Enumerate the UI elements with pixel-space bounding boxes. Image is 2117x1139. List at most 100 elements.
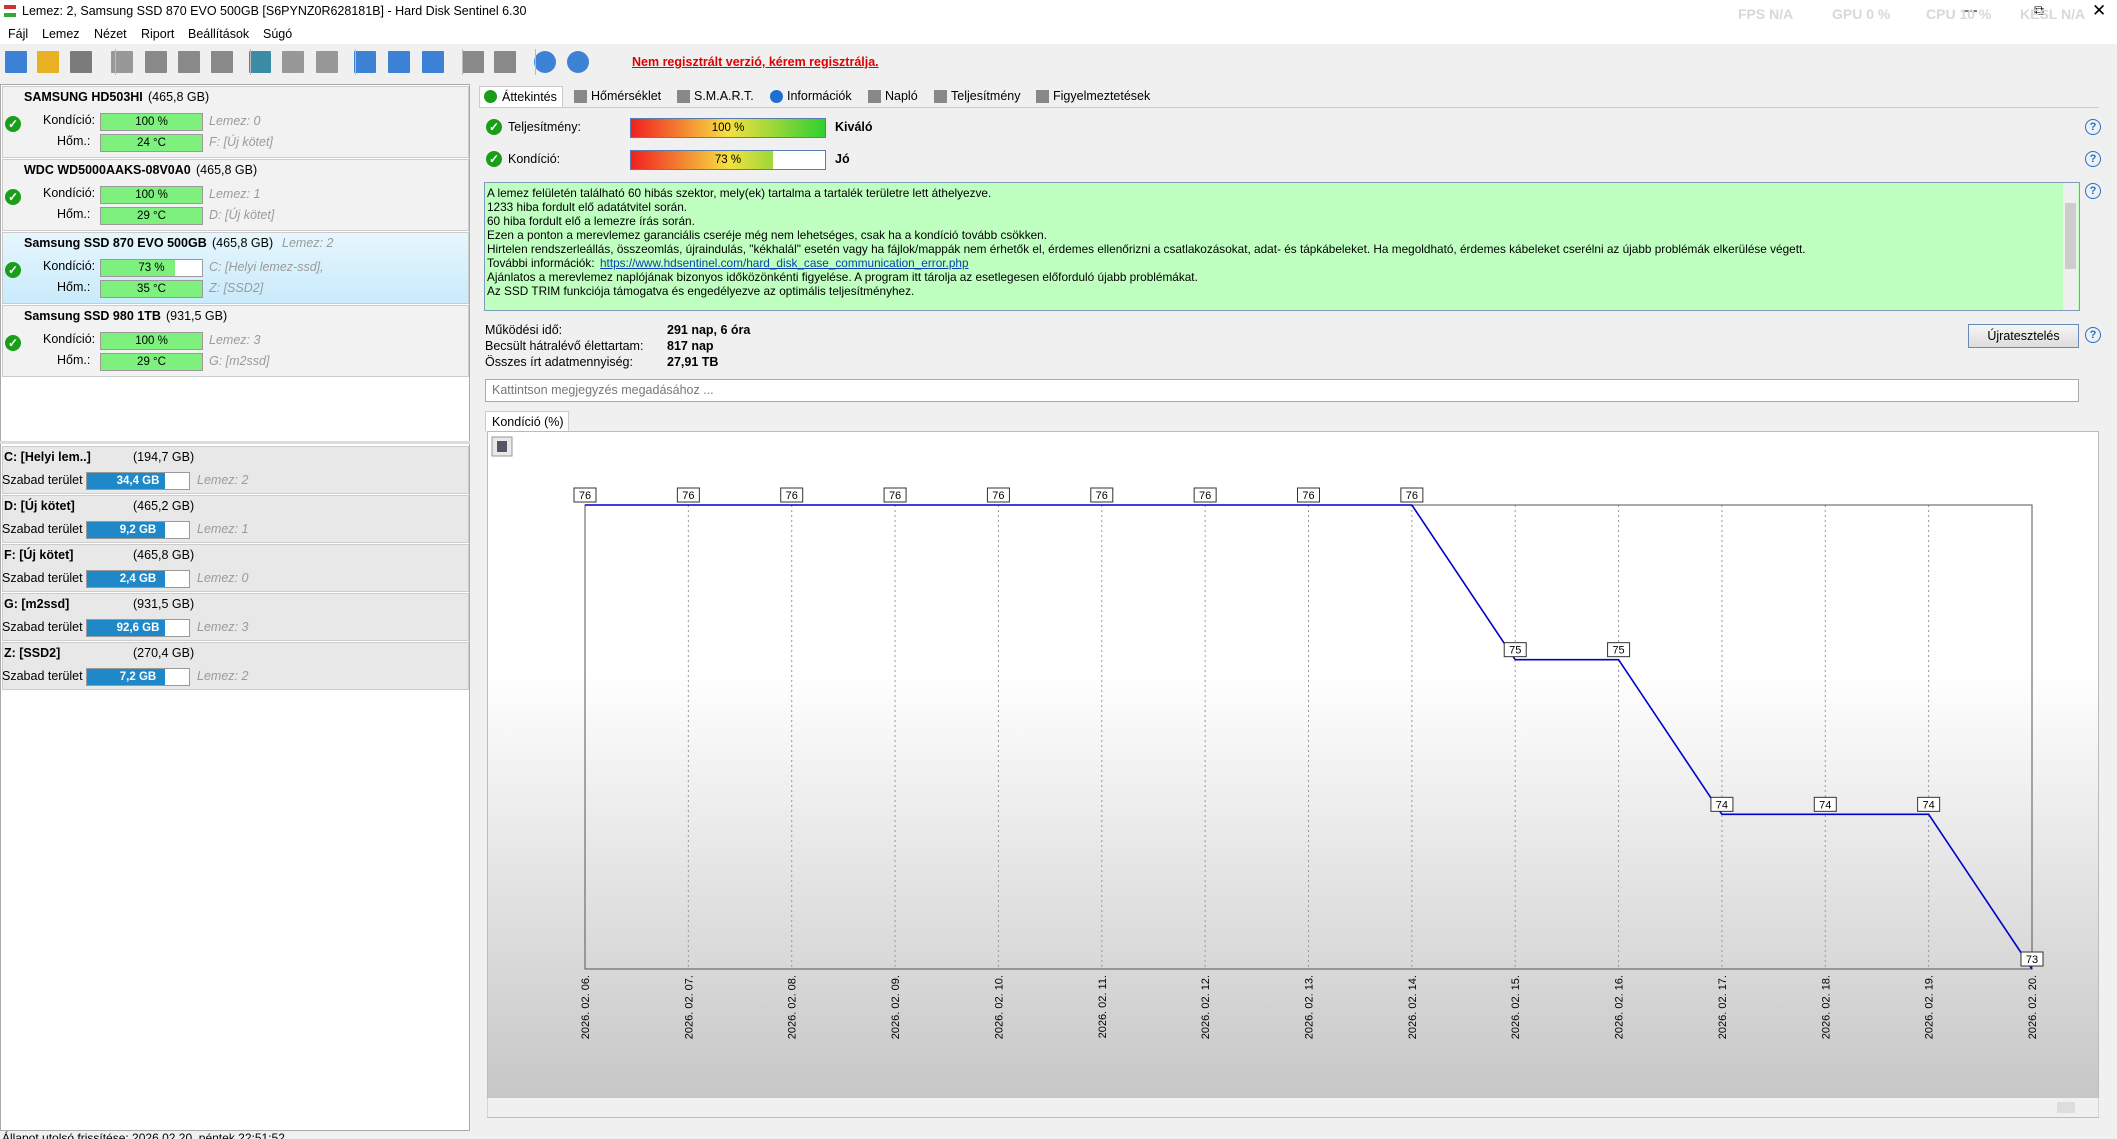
toolbar-button[interactable] <box>145 51 167 73</box>
x-tick-label: 2026. 02. 13. <box>1304 975 1316 1039</box>
toolbar-button[interactable] <box>534 51 556 73</box>
note-input[interactable]: Kattintson megjegyzés megadásához ... <box>485 379 2079 402</box>
volume-name: D: [Új kötet] <box>4 499 75 513</box>
tab-icon <box>868 90 881 103</box>
status-bar: Állapot utolsó frissítése: 2026.02.20. p… <box>2 1131 285 1139</box>
chart-tab[interactable]: Kondíció (%) <box>485 411 569 432</box>
toolbar-button[interactable] <box>37 51 59 73</box>
tab[interactable]: Áttekintés <box>479 86 563 107</box>
stat-value: 291 nap, 6 óra <box>667 323 751 337</box>
free-space-bar: 9,2 GB <box>86 521 190 539</box>
value-label: 76 <box>992 490 1004 502</box>
free-space-label: Szabad terület <box>2 620 83 634</box>
minimize-button[interactable]: — <box>1962 2 1977 19</box>
volume-name: C: [Helyi lem..] <box>4 450 91 464</box>
menu-item[interactable]: Beállítások <box>188 27 250 41</box>
restore-button[interactable]: ⧉ <box>2034 2 2044 18</box>
volume-size: (465,2 GB) <box>133 499 195 513</box>
value-label: 76 <box>1302 490 1314 502</box>
free-space-bar: 7,2 GB <box>86 668 190 686</box>
condition-fill <box>101 114 202 130</box>
overlay-stat: GPU 0 % <box>1832 6 1891 22</box>
toolbar-button[interactable] <box>462 51 484 73</box>
condition-label: Kondíció: <box>43 259 96 273</box>
gauge-verdict: Kiváló <box>835 120 873 134</box>
tab[interactable]: S.M.A.R.T. <box>694 89 754 103</box>
toolbar-separator <box>462 49 463 75</box>
tab[interactable]: Figyelmeztetések <box>1053 89 1151 103</box>
toolbar-button[interactable] <box>211 51 233 73</box>
value-label: 76 <box>1096 490 1108 502</box>
temperature-bar: 24 °C <box>100 134 203 152</box>
x-tick-label: 2026. 02. 19. <box>1924 975 1936 1039</box>
disk-size: (931,5 GB) <box>166 309 228 323</box>
help-icon[interactable]: ? <box>2085 151 2101 167</box>
registration-warning[interactable]: Nem regisztrált verzió, kérem regisztrál… <box>632 55 879 69</box>
menu-item[interactable]: Fájl <box>8 27 29 41</box>
toolbar-button[interactable] <box>178 51 200 73</box>
message-link[interactable]: https://www.hdsentinel.com/hard_disk_cas… <box>600 256 969 270</box>
temperature-label: Hőm.: <box>57 207 91 221</box>
tab-icon <box>1036 90 1049 103</box>
help-icon[interactable]: ? <box>2085 119 2101 135</box>
free-space-label: Szabad terület <box>2 669 83 683</box>
disk-item[interactable] <box>2 86 469 158</box>
stat-value: 817 nap <box>667 339 714 353</box>
toolbar-button[interactable] <box>354 51 376 73</box>
condition-label: Kondíció: <box>43 113 96 127</box>
value-label: 76 <box>682 490 694 502</box>
menu-item[interactable]: Lemez <box>42 27 80 41</box>
disk-item[interactable] <box>2 305 469 377</box>
help-icon[interactable]: ? <box>2085 327 2101 343</box>
volume-name: F: [Új kötet] <box>4 548 74 562</box>
value-label-box <box>1297 487 1320 503</box>
scroll-thumb[interactable] <box>2065 203 2076 269</box>
free-space-label: Szabad terület <box>2 571 83 585</box>
toolbar-button[interactable] <box>111 51 133 73</box>
toolbar-button[interactable] <box>567 51 589 73</box>
toolbar-button[interactable] <box>282 51 304 73</box>
volume-disk: Lemez: 2 <box>197 669 249 683</box>
disk-info: Lemez: 0 <box>209 114 261 128</box>
gauge-value: 73 % <box>714 154 742 166</box>
toolbar-button[interactable] <box>316 51 338 73</box>
value-label-box <box>1503 642 1527 658</box>
toolbar-button[interactable] <box>422 51 444 73</box>
condition-bar: 100 % <box>100 332 203 350</box>
volume-item[interactable] <box>2 593 469 641</box>
tab[interactable]: Információk <box>787 89 852 103</box>
chart-scrollbar[interactable] <box>487 1098 2099 1117</box>
condition-fill <box>101 333 202 349</box>
menu-item[interactable]: Nézet <box>94 27 127 41</box>
value-label-box <box>2020 951 2044 967</box>
condition-label: Kondíció: <box>43 186 96 200</box>
x-tick-label: 2026. 02. 18. <box>1820 975 1832 1039</box>
message-line: A lemez felületén található 60 hibás sze… <box>487 186 992 200</box>
volume-item[interactable] <box>2 544 469 592</box>
menu-item[interactable]: Súgó <box>263 27 293 41</box>
volume-item[interactable] <box>2 642 469 690</box>
menu-item[interactable]: Riport <box>141 27 175 41</box>
retest-button[interactable]: Újratesztelés <box>1968 324 2079 348</box>
disk-item[interactable] <box>2 232 469 304</box>
toolbar-button[interactable] <box>388 51 410 73</box>
ok-icon: ✓ <box>486 151 502 167</box>
free-space-value: 92,6 GB <box>116 622 160 634</box>
condition-bar: 73 % <box>100 259 203 277</box>
gauge-label: Kondíció: <box>508 152 561 166</box>
tab[interactable]: Hőmérséklet <box>591 89 662 103</box>
close-button[interactable]: ✕ <box>2092 1 2107 20</box>
tab[interactable]: Teljesítmény <box>951 89 1021 103</box>
value-label-box <box>780 487 804 503</box>
help-icon[interactable]: ? <box>2085 183 2101 199</box>
toolbar-button[interactable] <box>70 51 92 73</box>
toolbar-button[interactable] <box>494 51 516 73</box>
disk-item[interactable] <box>2 159 469 231</box>
tab[interactable]: Napló <box>885 89 918 103</box>
volume-item[interactable] <box>2 446 469 494</box>
toolbar-button[interactable] <box>5 51 27 73</box>
volume-item[interactable] <box>2 495 469 543</box>
save-icon <box>497 441 507 452</box>
chart-scroll-thumb[interactable] <box>2057 1102 2075 1113</box>
toolbar-button[interactable] <box>249 51 271 73</box>
